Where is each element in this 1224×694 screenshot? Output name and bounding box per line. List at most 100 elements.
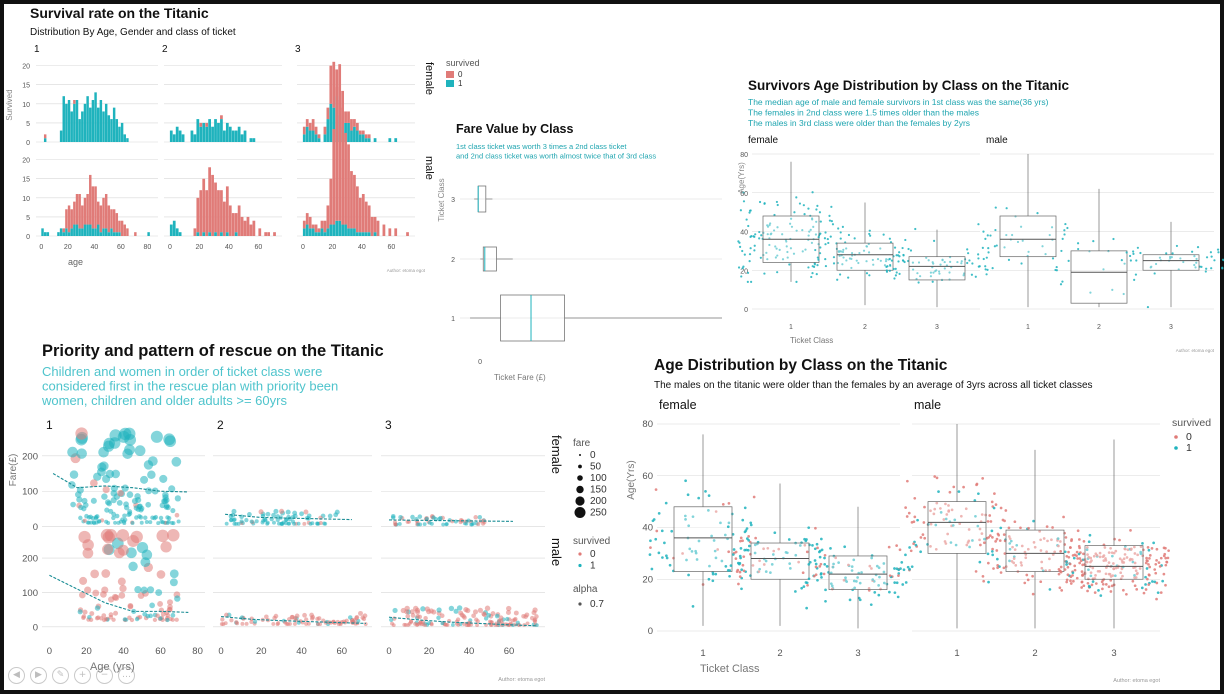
y-axis-label: Ticket Class bbox=[437, 178, 446, 221]
jitter-point bbox=[760, 234, 763, 237]
bar-survived-1 bbox=[169, 130, 173, 142]
x-tick-label: 40 bbox=[464, 646, 475, 657]
bar-survived-1 bbox=[94, 228, 97, 236]
x-tick-label: 60 bbox=[388, 244, 396, 251]
jitter-point bbox=[1130, 558, 1134, 561]
legend-title: survived bbox=[1172, 417, 1211, 429]
jitter-point bbox=[1153, 568, 1157, 571]
jitter-point bbox=[912, 542, 915, 546]
jitter-point bbox=[911, 268, 915, 271]
jitter-point bbox=[1094, 574, 1097, 577]
bar-survived-0 bbox=[373, 216, 377, 233]
x-tick-label: 0 bbox=[386, 646, 391, 657]
bar-survived-1 bbox=[78, 228, 81, 236]
jitter-point bbox=[904, 553, 907, 557]
jitter-point bbox=[1011, 233, 1014, 237]
jitter-point bbox=[832, 256, 836, 259]
jitter-point bbox=[1087, 540, 1091, 544]
jitter-point bbox=[1109, 590, 1113, 593]
jitter-point bbox=[1080, 580, 1084, 584]
jitter-point bbox=[1004, 509, 1008, 512]
bar-survived-0 bbox=[364, 201, 368, 233]
scatter-point bbox=[532, 607, 538, 613]
jitter-point bbox=[807, 562, 811, 566]
bar-survived-0 bbox=[305, 213, 309, 225]
scatter-point bbox=[416, 522, 421, 527]
jitter-point bbox=[829, 571, 833, 575]
jitter-point bbox=[855, 580, 858, 583]
jitter-point bbox=[1057, 544, 1060, 548]
bar-survived-1 bbox=[81, 228, 84, 236]
scatter-point bbox=[90, 569, 100, 579]
jitter-point bbox=[837, 227, 840, 230]
zoom-out-icon[interactable]: − bbox=[96, 666, 113, 684]
jitter-point bbox=[1065, 554, 1069, 558]
scatter-point bbox=[156, 521, 161, 526]
left-arrow-icon[interactable]: ◀ bbox=[8, 666, 25, 684]
jitter-point bbox=[984, 265, 987, 268]
jitter-point bbox=[813, 547, 817, 551]
scatter-point bbox=[176, 519, 181, 524]
jitter-point bbox=[732, 548, 736, 551]
scatter-point bbox=[240, 621, 245, 626]
jitter-point bbox=[1025, 573, 1029, 577]
x-tick-label: 80 bbox=[192, 646, 203, 657]
bar-survived-0 bbox=[264, 232, 268, 236]
scatter-point bbox=[494, 613, 500, 619]
bar-survived-1 bbox=[314, 134, 318, 142]
bar-survived-1 bbox=[91, 100, 95, 142]
bar-survived-1 bbox=[202, 122, 206, 142]
scatter-point bbox=[413, 621, 418, 626]
jitter-point bbox=[1057, 572, 1061, 576]
trend-line bbox=[52, 473, 189, 493]
scatter-point bbox=[473, 515, 478, 520]
y-tick-label: 40 bbox=[642, 523, 653, 534]
scatter-point bbox=[407, 621, 412, 626]
scatter-point bbox=[220, 617, 225, 622]
jitter-point bbox=[665, 556, 669, 560]
jitter-point bbox=[966, 261, 969, 265]
jitter-point bbox=[1042, 537, 1046, 540]
jitter-point bbox=[714, 556, 718, 560]
bar-survived-0 bbox=[314, 126, 318, 135]
viewer-toolbar[interactable]: ◀ ▶ ✎ + − … bbox=[8, 664, 148, 686]
jitter-point bbox=[870, 556, 874, 560]
bar-survived-1 bbox=[202, 232, 206, 236]
zoom-icon[interactable]: + bbox=[74, 666, 91, 684]
jitter-point bbox=[815, 272, 818, 276]
pen-icon[interactable]: ✎ bbox=[52, 666, 69, 684]
jitter-point bbox=[1072, 556, 1076, 560]
jitter-point bbox=[1093, 591, 1097, 594]
jitter-point bbox=[1112, 562, 1115, 565]
scatter-point bbox=[440, 621, 445, 626]
jitter-point bbox=[887, 545, 891, 549]
box-body bbox=[828, 555, 888, 590]
x-tick-label: 40 bbox=[296, 646, 307, 657]
jitter-point bbox=[815, 542, 819, 546]
jitter-point bbox=[713, 549, 717, 553]
scatter-point bbox=[170, 507, 176, 514]
more-icon[interactable]: … bbox=[118, 666, 135, 684]
jitter-point bbox=[813, 263, 816, 266]
bar-survived-0 bbox=[249, 224, 253, 236]
jitter-point bbox=[929, 509, 932, 513]
jitter-point bbox=[752, 235, 755, 238]
scatter-point bbox=[521, 613, 526, 619]
bar-survived-1 bbox=[223, 130, 226, 142]
jitter-point bbox=[839, 231, 842, 234]
jitter-point bbox=[844, 576, 847, 580]
jitter-point bbox=[909, 249, 913, 252]
y-tick-label: 2 bbox=[451, 257, 455, 264]
jitter-point bbox=[1065, 580, 1069, 584]
jitter-point bbox=[1144, 575, 1147, 579]
jitter-point bbox=[830, 584, 834, 588]
jitter-point bbox=[910, 520, 914, 524]
bar-survived-1 bbox=[178, 130, 182, 142]
jitter-point bbox=[1061, 237, 1064, 240]
jitter-point bbox=[818, 555, 822, 559]
scatter-point bbox=[166, 519, 171, 524]
jitter-point bbox=[726, 525, 730, 529]
jitter-point bbox=[1063, 233, 1066, 236]
jitter-point bbox=[907, 511, 911, 515]
play-icon[interactable]: ▶ bbox=[30, 666, 47, 684]
